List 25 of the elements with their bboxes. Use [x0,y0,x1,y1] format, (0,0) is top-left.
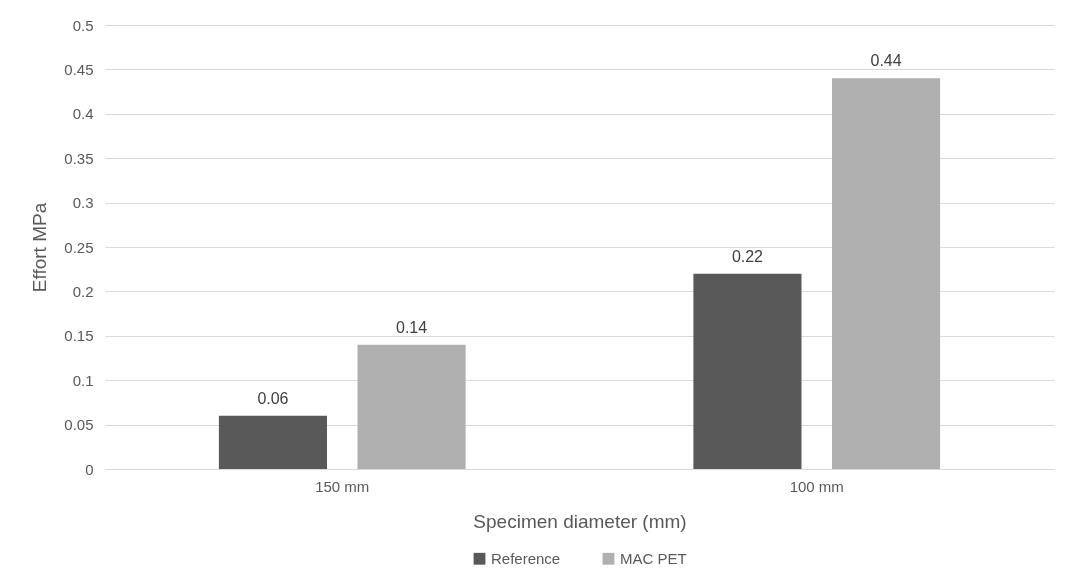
y-axis-title: Effort MPa [29,202,51,293]
bar [218,415,327,469]
data-label: 0.44 [870,52,902,70]
y-tick-label: 0.35 [64,149,94,167]
y-tick-label: 0.05 [64,416,94,434]
x-tick-label: 150 mm [315,477,370,495]
x-axis-title: Specimen diameter (mm) [473,510,687,532]
y-tick-label: 0.3 [72,194,94,212]
data-label: 0.22 [731,247,764,265]
y-tick-label: 0.15 [64,327,94,345]
data-label: 0.06 [257,389,289,407]
y-tick-label: 0.45 [64,60,94,78]
y-tick-label: 0.4 [72,105,94,123]
legend-label: Reference [491,549,561,567]
y-tick-label: 0.2 [72,282,94,300]
y-tick-label: 0 [85,460,94,478]
y-tick-label: 0.1 [72,371,94,389]
y-tick-label: 0.5 [72,16,94,34]
y-tick-label: 0.25 [64,238,94,256]
data-label: 0.14 [395,318,428,336]
bar [357,344,466,469]
bar [832,78,941,469]
bar [693,273,802,469]
legend-label: MAC PET [620,549,687,567]
x-tick-label: 100 mm [789,477,844,495]
